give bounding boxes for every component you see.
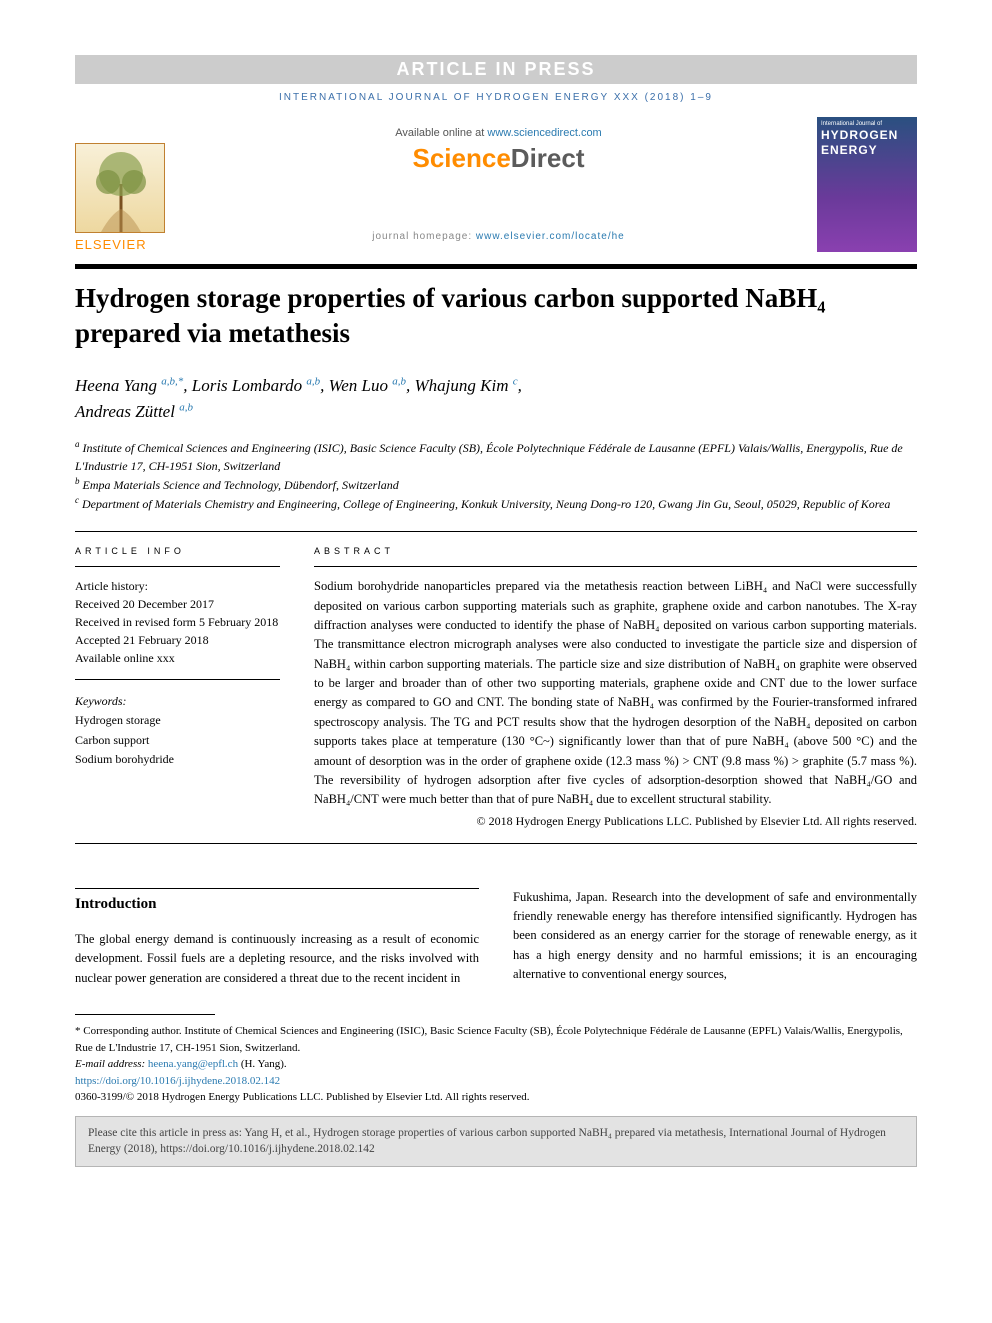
running-head: INTERNATIONAL JOURNAL OF HYDROGEN ENERGY… [75,92,917,103]
affiliation: b Empa Materials Science and Technology,… [75,475,917,494]
author-name: Heena Yang [75,376,157,395]
issn-copyright-line: 0360-3199/© 2018 Hydrogen Energy Publica… [75,1089,917,1106]
aff-sup: a [75,439,80,449]
cover-line2: HYDROGEN [821,129,913,142]
author-name: Whajung Kim [415,376,509,395]
article-title: Hydrogen storage properties of various c… [75,281,917,351]
author-aff: a,b [392,376,406,388]
author-email-link[interactable]: heena.yang@epfl.ch [148,1058,238,1070]
author-aff: a,b,* [161,376,183,388]
cover-line1: International Journal of [821,121,913,127]
header-center: Available online at www.sciencedirect.co… [180,117,817,252]
author: Andreas Züttel a,b [75,402,193,421]
article-info-label: ARTICLE INFO [75,546,280,556]
cover-line3: ENERGY [821,144,913,157]
abstract-text: Sodium borohydride nanoparticles prepare… [314,577,917,810]
author-name: Andreas Züttel [75,402,175,421]
aff-text: Department of Materials Chemistry and En… [82,497,890,511]
body-column-left: Introduction The global energy demand is… [75,888,479,988]
email-tail: (H. Yang). [238,1058,287,1070]
aff-text: Empa Materials Science and Technology, D… [83,478,399,492]
info-separator [75,679,280,680]
publisher-name: ELSEVIER [75,237,180,252]
article-info-column: ARTICLE INFO Article history: Received 2… [75,532,280,843]
author-list: Heena Yang a,b,*, Loris Lombardo a,b, We… [75,373,917,424]
affiliation: c Department of Materials Chemistry and … [75,494,917,513]
abstract-copyright: © 2018 Hydrogen Energy Publications LLC.… [314,814,917,829]
author-name: Wen Luo [329,376,388,395]
revised-date: Received in revised form 5 February 2018 [75,613,280,631]
keywords-block: Keywords: Hydrogen storage Carbon suppor… [75,692,280,769]
available-prefix: Available online at [395,127,487,139]
publisher-logo-block: ELSEVIER [75,117,180,252]
sciencedirect-wordmark: ScienceDirect [180,143,817,174]
author-aff: a,b [306,376,320,388]
aff-sup: b [75,476,80,486]
author-aff: a,b [179,401,193,413]
abstract-label: ABSTRACT [314,546,917,556]
abstract-column: ABSTRACT Sodium borohydride nanoparticle… [314,532,917,843]
received-date: Received 20 December 2017 [75,595,280,613]
info-rule [75,566,280,567]
abstract-rule [314,566,917,567]
header-row: ELSEVIER Available online at www.science… [75,117,917,252]
accepted-date: Accepted 21 February 2018 [75,631,280,649]
body-column-right: Fukushima, Japan. Research into the deve… [513,888,917,988]
intro-para-left: The global energy demand is continuously… [75,930,479,988]
brand-part-gray: Direct [511,143,585,173]
sciencedirect-link[interactable]: www.sciencedirect.com [487,127,601,139]
info-abstract-row: ARTICLE INFO Article history: Received 2… [75,531,917,844]
author-name: Loris Lombardo [192,376,302,395]
article-in-press-banner: ARTICLE IN PRESS [75,55,917,84]
author: Loris Lombardo a,b [192,376,320,395]
title-rule [75,264,917,269]
footnotes: * Corresponding author. Institute of Che… [75,1023,917,1106]
article-history: Article history: Received 20 December 20… [75,577,280,667]
brand-part-orange: Science [413,143,511,173]
introduction-heading: Introduction [75,888,479,916]
aff-text: Institute of Chemical Sciences and Engin… [75,441,903,473]
author: Heena Yang a,b,* [75,376,183,395]
body-two-column: Introduction The global energy demand is… [75,888,917,988]
email-label: E-mail address: [75,1058,148,1070]
online-date: Available online xxx [75,649,280,667]
keyword: Carbon support [75,731,280,750]
history-label: Article history: [75,577,280,595]
available-online-line: Available online at www.sciencedirect.co… [180,127,817,139]
keyword: Hydrogen storage [75,711,280,730]
citation-box: Please cite this article in press as: Ya… [75,1116,917,1167]
intro-para-right: Fukushima, Japan. Research into the deve… [513,888,917,985]
author: Wen Luo a,b [329,376,406,395]
doi-link[interactable]: https://doi.org/10.1016/j.ijhydene.2018.… [75,1075,280,1087]
affiliation: a Institute of Chemical Sciences and Eng… [75,438,917,475]
footnote-rule [75,1014,215,1015]
author-aff: c [513,376,518,388]
elsevier-tree-icon [75,143,165,233]
aff-sup: c [75,495,79,505]
corresponding-author-note: * Corresponding author. Institute of Che… [75,1023,917,1056]
author: Whajung Kim c [415,376,518,395]
homepage-prefix: journal homepage: [372,231,476,242]
journal-homepage-line: journal homepage: www.elsevier.com/locat… [180,231,817,242]
journal-cover-thumbnail: International Journal of HYDROGEN ENERGY [817,117,917,252]
keywords-label: Keywords: [75,692,280,711]
affiliation-list: a Institute of Chemical Sciences and Eng… [75,438,917,513]
email-line: E-mail address: heena.yang@epfl.ch (H. Y… [75,1056,917,1073]
keyword: Sodium borohydride [75,750,280,769]
journal-homepage-link[interactable]: www.elsevier.com/locate/he [476,231,625,242]
